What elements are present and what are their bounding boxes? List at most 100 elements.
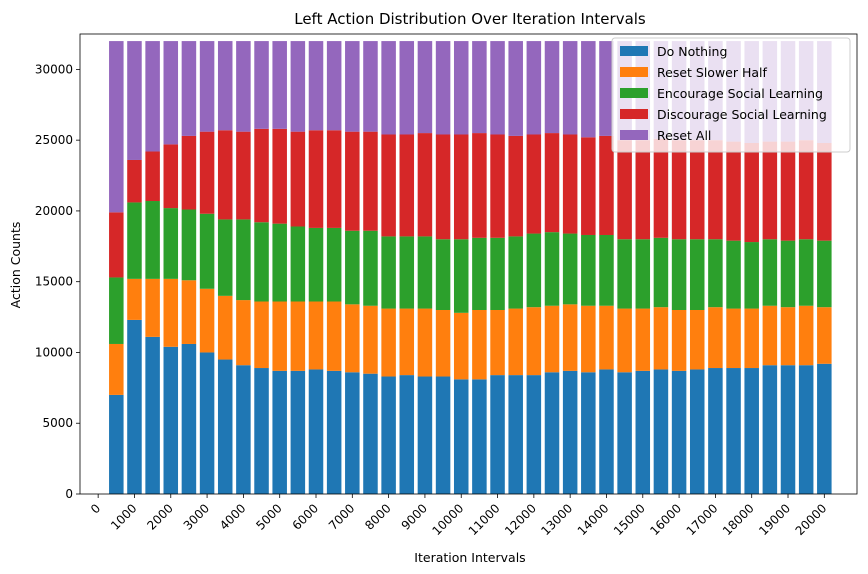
bar-segment-reset-slower-half (127, 278, 142, 320)
bar-segment-do-nothing (417, 376, 433, 494)
bar-segment-reset-all (562, 41, 578, 135)
bar-segment-discourage-social-learning (254, 128, 269, 223)
bar-segment-encourage-social-learning (308, 227, 324, 302)
bars (109, 41, 832, 494)
x-tick-label: 3000 (181, 501, 212, 532)
bar-segment-reset-all (181, 41, 197, 136)
x-tick-label: 9000 (399, 501, 430, 532)
bar-segment-do-nothing (798, 365, 814, 494)
bar-segment-do-nothing (617, 372, 632, 494)
bar-segment-discourage-social-learning (199, 131, 215, 214)
bar-segment-reset-all (127, 41, 142, 160)
x-tick-label: 5000 (253, 501, 284, 532)
bar-segment-encourage-social-learning (653, 237, 669, 308)
bar-segment-do-nothing (109, 394, 124, 494)
bar-segment-do-nothing (562, 370, 578, 494)
bar-segment-reset-slower-half (181, 280, 197, 344)
bar-segment-discourage-social-learning (109, 212, 124, 278)
legend-swatch (620, 109, 648, 119)
legend-swatch (620, 88, 648, 98)
bar-segment-reset-slower-half (653, 307, 669, 370)
bar-segment-reset-slower-half (671, 310, 687, 371)
bar-segment-reset-all (490, 41, 505, 135)
bar-segment-reset-slower-half (363, 305, 378, 374)
bar-segment-reset-slower-half (744, 308, 759, 369)
legend-swatch (620, 46, 648, 56)
plot-frame (79, 33, 858, 495)
bar-segment-reset-slower-half (562, 304, 578, 371)
bar-segment-reset-all (453, 41, 469, 135)
bar-segment-do-nothing (817, 363, 832, 494)
bar-segment-do-nothing (780, 365, 796, 494)
bar-segment-reset-all (290, 41, 306, 132)
bar-segment-encourage-social-learning (581, 234, 596, 306)
x-tick-label: 2000 (144, 501, 175, 532)
bar-segment-do-nothing (399, 375, 415, 494)
x-tick-label: 18000 (720, 501, 757, 538)
x-tick-label: 15000 (611, 501, 648, 538)
bar-segment-do-nothing (744, 368, 759, 494)
bar-segment-reset-slower-half (544, 305, 560, 373)
legend: Do Nothing Reset Slower Half Encourage Soc… (611, 37, 851, 153)
legend-box (611, 37, 851, 153)
bar-segment-encourage-social-learning (381, 236, 396, 309)
y-axis-label: Action Counts (8, 222, 23, 309)
bar-segment-discourage-social-learning (562, 134, 578, 234)
bar-segment-discourage-social-learning (272, 128, 287, 224)
x-tick-label: 11000 (466, 501, 503, 538)
bar-segment-discourage-social-learning (817, 142, 832, 241)
bar-segment-encourage-social-learning (236, 219, 251, 301)
bar-segment-discourage-social-learning (181, 135, 197, 210)
bar-segment-reset-all (508, 41, 523, 136)
bar-segment-reset-all (526, 41, 542, 135)
bar-segment-reset-slower-half (762, 305, 778, 366)
bar-segment-encourage-social-learning (544, 232, 560, 306)
y-tick-label: 25000 (35, 133, 73, 147)
x-tick-label: 6000 (290, 501, 321, 532)
bar-segment-encourage-social-learning (453, 239, 469, 313)
bar-segment-discourage-social-learning (617, 140, 632, 240)
bar-segment-do-nothing (453, 379, 469, 494)
bar-segment-discourage-social-learning (453, 134, 469, 240)
bar-segment-reset-slower-half (217, 295, 233, 360)
x-tick-label: 1000 (108, 501, 139, 532)
y-tick-label: 20000 (35, 204, 73, 218)
chart-title: Left Action Distribution Over Iteration … (294, 10, 646, 28)
x-tick-label: 13000 (538, 501, 575, 538)
legend-label: Do Nothing (657, 44, 727, 59)
bar-segment-discourage-social-learning (290, 131, 306, 227)
bar-segment-do-nothing (508, 375, 523, 494)
bar-segment-encourage-social-learning (526, 233, 542, 308)
bar-segment-encourage-social-learning (762, 239, 778, 306)
bar-segment-encourage-social-learning (689, 239, 705, 310)
bar-segment-do-nothing (345, 372, 360, 494)
bar-segment-reset-slower-half (308, 301, 324, 370)
bar-segment-do-nothing (290, 370, 306, 494)
x-tick-label: 14000 (575, 501, 612, 538)
bar-segment-do-nothing (217, 359, 233, 494)
bar-segment-discourage-social-learning (490, 134, 505, 238)
y-tick-label: 0 (65, 487, 73, 501)
bar-segment-discourage-social-learning (236, 131, 251, 220)
bar-segment-do-nothing (671, 370, 687, 494)
bar-segment-do-nothing (254, 368, 269, 494)
bar-segment-discourage-social-learning (544, 133, 560, 233)
bar-segment-do-nothing (308, 369, 324, 494)
x-tick-label: 20000 (793, 501, 830, 538)
bar-segment-reset-slower-half (635, 308, 651, 371)
bar-segment-reset-slower-half (780, 307, 796, 366)
x-tick-label: 17000 (684, 501, 721, 538)
x-tick-label: 19000 (756, 501, 793, 538)
bar-segment-reset-slower-half (109, 343, 124, 395)
bar-segment-discourage-social-learning (653, 138, 669, 238)
bar-segment-do-nothing (236, 365, 251, 494)
bar-segment-reset-slower-half (199, 288, 215, 353)
bar-segment-encourage-social-learning (780, 240, 796, 308)
bar-segment-discourage-social-learning (708, 140, 723, 240)
bar-segment-reset-all (109, 41, 124, 213)
y-tick-label: 30000 (35, 62, 73, 76)
bar-segment-discourage-social-learning (635, 140, 651, 240)
bar-segment-do-nothing (581, 372, 596, 494)
x-tick-label: 4000 (217, 501, 248, 532)
bar-segment-encourage-social-learning (145, 201, 160, 279)
